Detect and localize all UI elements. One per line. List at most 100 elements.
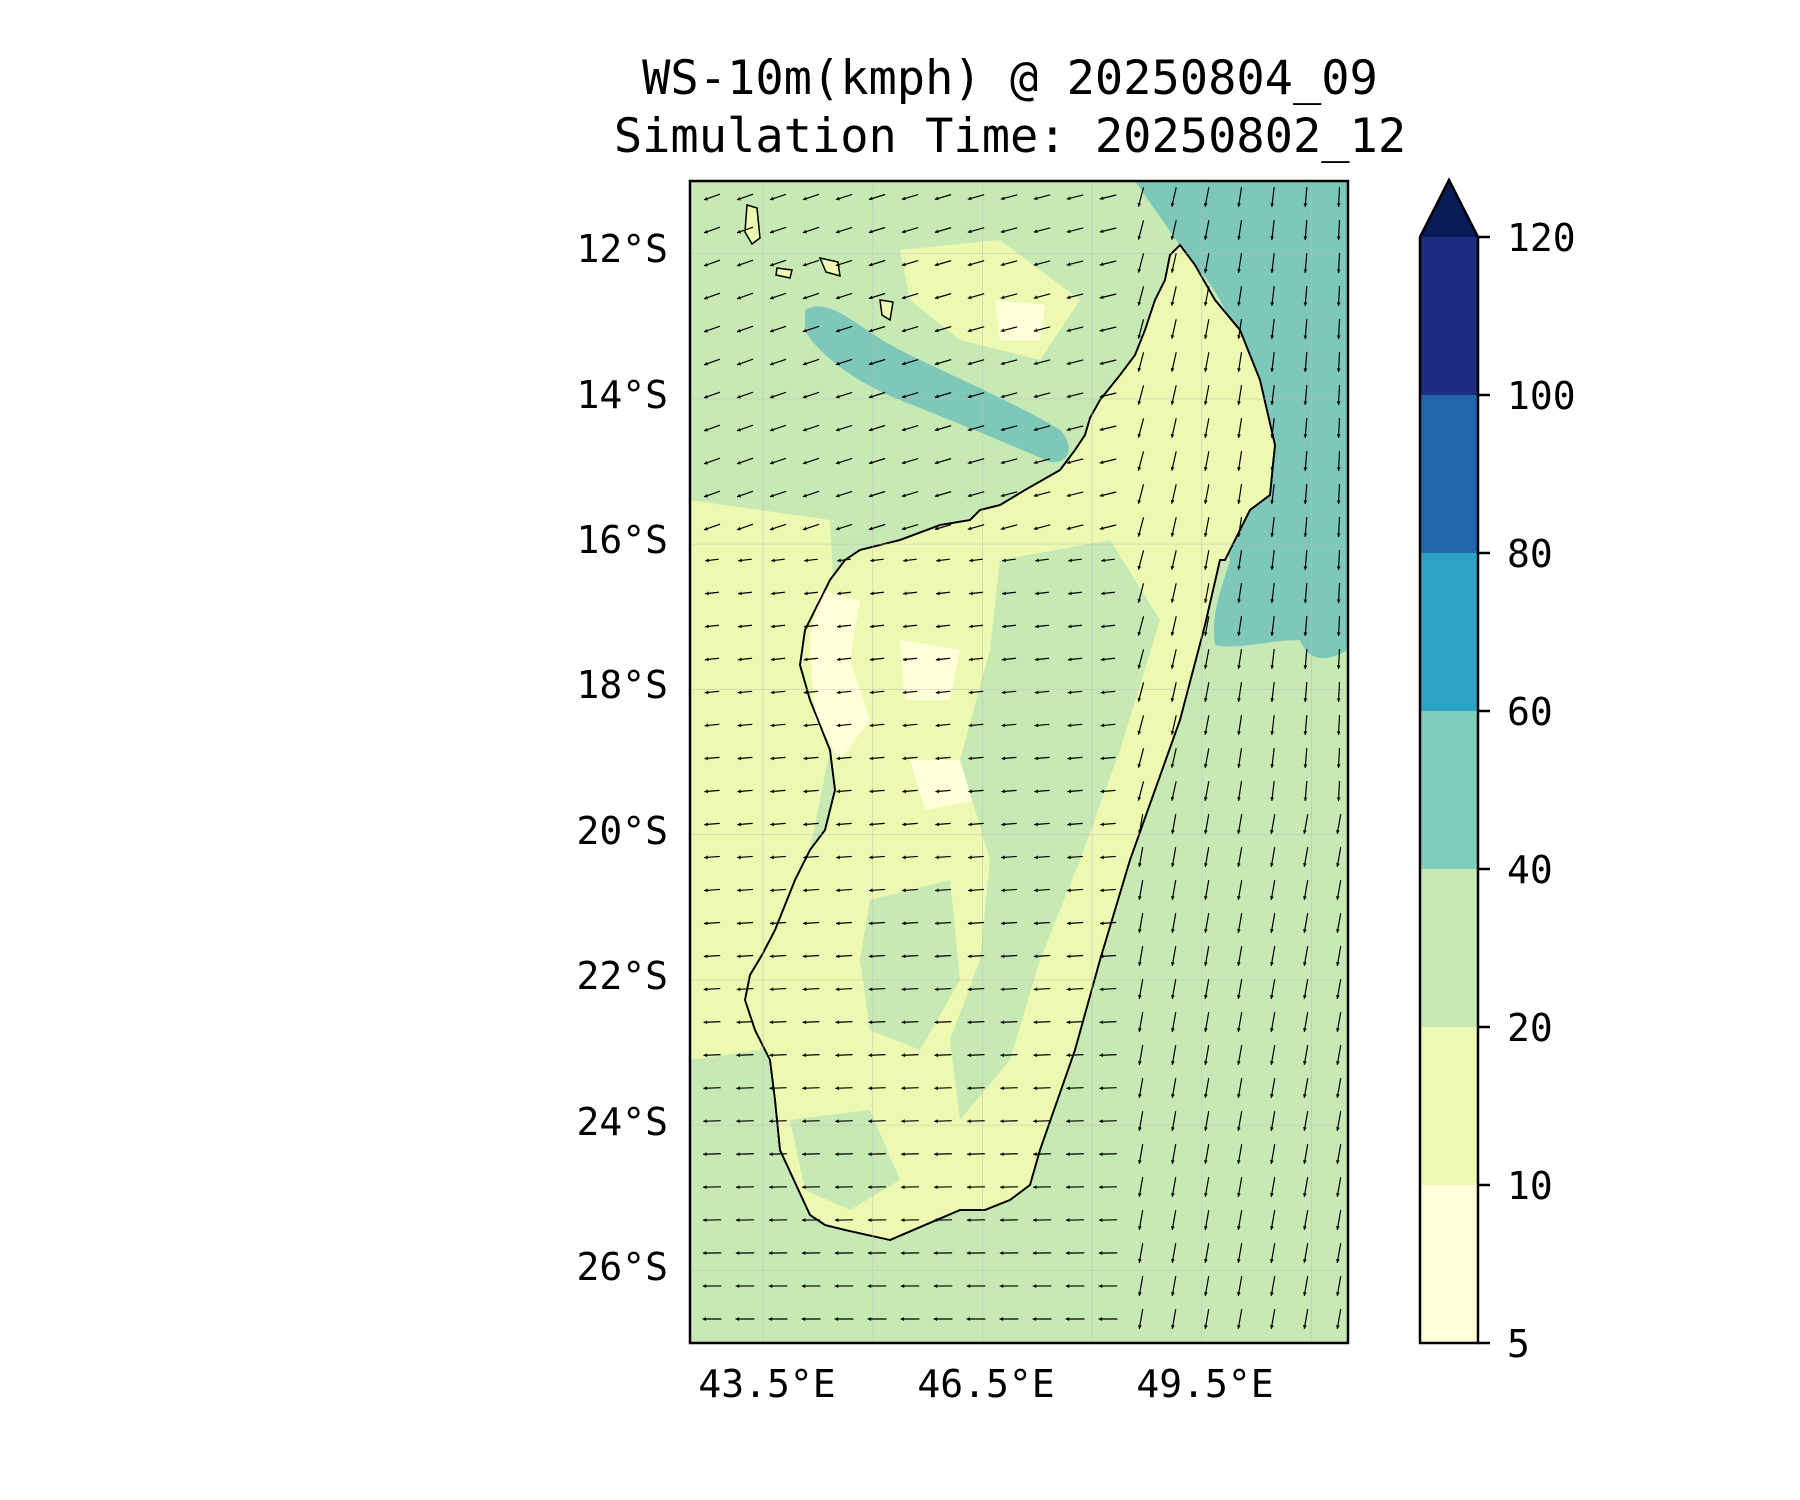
wind-arrow <box>935 888 951 893</box>
wind-arrow <box>1033 227 1051 234</box>
wind-arrow <box>1237 748 1243 768</box>
lat-label-24s: 24°S <box>576 1100 668 1144</box>
wind-arrow <box>1236 1045 1243 1065</box>
wind-arrow <box>835 457 853 465</box>
wind-arrow <box>1203 847 1210 867</box>
wind-arrow <box>802 1152 820 1157</box>
wind-arrow <box>1270 780 1275 802</box>
wind-arrow <box>1067 756 1083 761</box>
wind-arrow <box>1067 888 1083 893</box>
wind-arrow <box>902 822 918 827</box>
wind-arrow <box>801 1218 821 1223</box>
wind-arrow <box>1066 425 1084 432</box>
wind-arrow <box>770 888 786 893</box>
wind-arrow <box>1203 649 1210 669</box>
wind-arrow <box>1099 458 1117 465</box>
wind-arrow <box>736 325 754 333</box>
wind-arrow <box>867 1251 887 1255</box>
wind-arrow <box>1302 1144 1309 1164</box>
wind-arrow <box>1203 1276 1210 1296</box>
wind-arrow <box>1236 946 1243 966</box>
wind-arrow <box>934 491 952 498</box>
wind-arrow <box>1237 253 1243 273</box>
wind-arrow <box>1335 1210 1342 1230</box>
wind-arrow <box>1302 1243 1309 1263</box>
wind-arrow <box>769 921 787 926</box>
wind-arrow <box>1335 1243 1342 1263</box>
wind-arrow <box>803 756 819 761</box>
wind-arrow <box>802 523 820 531</box>
wind-arrow <box>1270 582 1275 604</box>
wind-arrow <box>803 690 819 695</box>
wind-arrow <box>1067 624 1083 629</box>
wind-arrow <box>1033 1020 1051 1025</box>
wind-arrow <box>1099 1119 1117 1124</box>
wind-arrow <box>1101 558 1115 563</box>
wind-arrow <box>1236 1276 1243 1296</box>
wind-arrow <box>1203 979 1210 999</box>
wind-arrow <box>803 624 819 629</box>
wind-arrow <box>1100 789 1116 794</box>
wind-arrow <box>1203 814 1210 834</box>
moderate-wind-land-area <box>950 540 1160 1120</box>
wind-arrow <box>835 358 853 366</box>
wind-arrow <box>1137 550 1145 570</box>
wind-arrow <box>1137 385 1145 405</box>
wind-arrow <box>1067 690 1083 695</box>
wind-arrow <box>769 1086 787 1091</box>
wind-arrow <box>703 358 721 366</box>
wind-arrow <box>769 259 787 267</box>
wind-arrow <box>1033 359 1051 366</box>
wind-arrow <box>1137 847 1144 867</box>
wind-arrow <box>903 591 917 596</box>
wind-arrow <box>1203 682 1210 702</box>
wind-arrow <box>1137 946 1144 966</box>
map-title-line-1: WS-10m(kmph) @ 20250804_09 <box>642 51 1378 106</box>
wind-arrow <box>1170 385 1177 405</box>
wind-arrow <box>1098 1251 1118 1255</box>
wind-arrow <box>934 194 952 201</box>
wind-arrow <box>1033 1185 1051 1190</box>
wind-arrow <box>769 523 787 531</box>
wind-arrow <box>934 1020 952 1025</box>
wind-arrow <box>836 789 852 794</box>
wind-arrow <box>1302 847 1309 867</box>
lat-label-22s: 22°S <box>576 954 668 998</box>
wind-arrow <box>1098 1284 1118 1288</box>
wind-arrow <box>769 1119 787 1124</box>
wind-arrow <box>1137 1144 1144 1164</box>
wind-arrow <box>1303 285 1308 307</box>
wind-arrow <box>901 325 919 333</box>
wind-arrow <box>901 987 919 992</box>
wind-arrow <box>1269 1177 1276 1197</box>
wind-arrow <box>704 657 720 662</box>
wind-arrow <box>1099 227 1117 234</box>
wind-arrow <box>1203 1177 1210 1197</box>
wind-arrow <box>901 457 919 465</box>
wind-arrow <box>1303 780 1308 802</box>
wind-arrow <box>1237 649 1243 669</box>
wind-arrow <box>1203 253 1210 273</box>
wind-arrow <box>1000 491 1018 498</box>
graticule <box>690 181 1348 1343</box>
wind-arrow <box>934 524 952 531</box>
wind-arrow <box>735 1317 755 1321</box>
wind-arrow <box>835 193 853 201</box>
wind-arrow <box>934 458 952 465</box>
wind-arrow <box>802 358 820 366</box>
wind-arrow <box>1203 385 1210 405</box>
wind-arrow <box>1302 913 1309 933</box>
wind-arrow <box>901 292 919 300</box>
wind-arrow <box>736 358 754 366</box>
wind-arrow <box>1100 756 1116 761</box>
wind-arrow <box>736 457 754 465</box>
wind-arrow <box>867 1317 887 1321</box>
wind-arrow <box>1303 318 1308 340</box>
wind-arrow <box>1170 847 1177 867</box>
wind-arrow <box>736 1020 754 1025</box>
wind-arrow <box>703 1185 721 1190</box>
wind-arrow <box>1001 657 1017 662</box>
wind-arrow <box>1066 260 1084 267</box>
wind-arrow <box>1068 591 1082 596</box>
